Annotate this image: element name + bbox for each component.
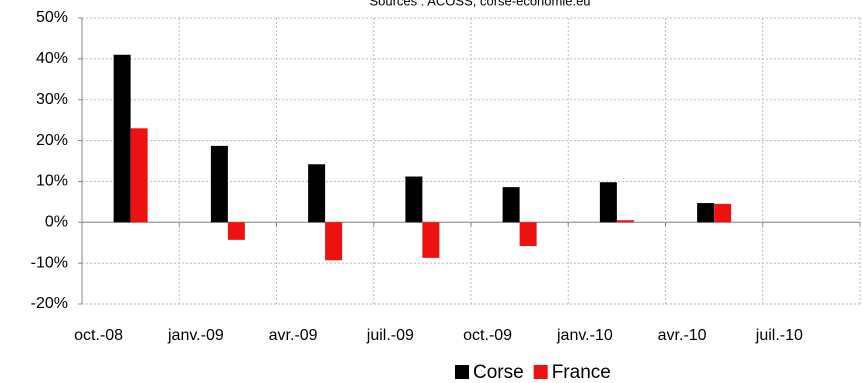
x-tick-label: janv.-10 (556, 327, 613, 344)
y-tick-label: 0% (45, 214, 68, 231)
bar (616, 220, 634, 223)
bar (422, 222, 440, 258)
bar (697, 203, 715, 223)
bar (502, 187, 520, 223)
bar (519, 222, 537, 246)
y-tick-label: 20% (36, 132, 68, 149)
y-tick-label: 10% (36, 173, 68, 190)
y-tick-label: -20% (31, 295, 68, 312)
x-tick-label: avr.-10 (658, 327, 707, 344)
legend-label: Corse (473, 362, 524, 383)
legend-swatch (455, 365, 469, 379)
bar (210, 145, 228, 223)
bar (714, 203, 732, 223)
x-tick-label: avr.-09 (269, 327, 318, 344)
bar (599, 182, 617, 223)
bar (405, 176, 423, 223)
legend-swatch (533, 365, 548, 379)
y-tick-label: -10% (31, 254, 68, 271)
bar (130, 128, 148, 223)
bar (227, 222, 245, 240)
legend-label: France (552, 362, 611, 383)
x-tick-label: oct.-09 (463, 327, 512, 344)
y-tick-label: 30% (36, 91, 68, 108)
x-tick-label: juil.-10 (755, 327, 803, 344)
bar (113, 54, 131, 223)
y-tick-label: 50% (36, 9, 68, 26)
bar (325, 222, 343, 261)
chart-subtitle: Sources : ACOSS, corse-economie.eu (369, 0, 590, 8)
x-tick-label: janv.-09 (167, 327, 224, 344)
y-tick-label: 40% (36, 50, 68, 67)
x-tick-label: juil.-09 (366, 327, 414, 344)
x-tick-label: oct.-08 (74, 327, 123, 344)
bar (308, 164, 326, 223)
